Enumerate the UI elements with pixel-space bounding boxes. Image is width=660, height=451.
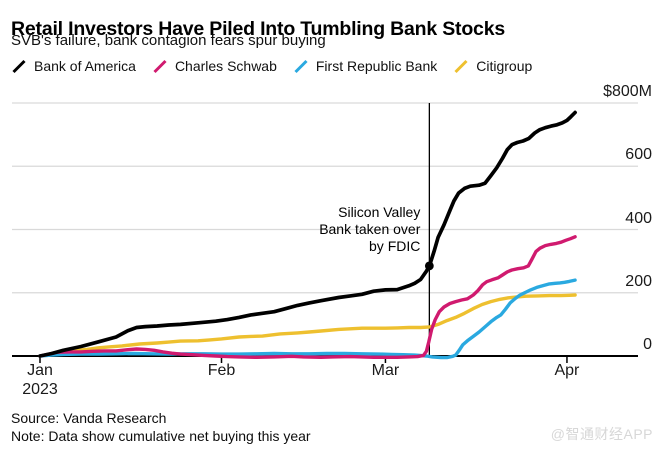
legend-item-bank-of-america: Bank of America <box>12 58 136 74</box>
legend-item-citigroup: Citigroup <box>454 58 532 74</box>
line-swatch-icon <box>454 59 468 73</box>
x-axis-year-label: 2023 <box>22 381 58 398</box>
chart-title: Retail Investors Have Piled Into Tumblin… <box>11 18 505 41</box>
x-axis-label: Feb <box>207 362 236 379</box>
y-axis-label: 200 <box>625 272 652 290</box>
source-text: Source: Vanda Research <box>11 410 167 426</box>
legend: Bank of America Charles Schwab First Rep… <box>12 58 532 74</box>
series-line-bank-of-america <box>38 110 577 358</box>
y-axis-label: 400 <box>625 209 652 227</box>
legend-label: Bank of America <box>34 58 136 74</box>
x-axis-label: Mar <box>371 362 400 379</box>
y-axis-label: 600 <box>625 146 652 164</box>
watermark: @智通财经APP <box>550 426 653 442</box>
x-axis-label: Apr <box>554 362 580 379</box>
legend-label: Charles Schwab <box>174 58 277 74</box>
legend-label: First Republic Bank <box>315 58 438 74</box>
chart-subtitle: SVB's failure, bank contagion fears spur… <box>11 32 326 49</box>
line-swatch-icon <box>153 59 167 73</box>
series-line-citigroup <box>38 293 577 358</box>
line-swatch-icon <box>294 59 308 73</box>
note-text: Note: Data show cumulative net buying th… <box>11 428 311 444</box>
y-axis-label: $800M <box>603 83 652 100</box>
legend-item-charles-schwab: Charles Schwab <box>153 58 277 74</box>
line-swatch-icon <box>12 59 26 73</box>
legend-item-first-republic-bank: First Republic Bank <box>294 58 437 74</box>
annotation-line: Silicon Valley <box>338 204 421 220</box>
x-axis-label: Jan <box>27 362 53 379</box>
event-marker-dot <box>424 261 434 271</box>
event-annotation: Silicon Valley Bank taken over by FDIC <box>319 204 420 255</box>
annotation-line: by FDIC <box>369 238 421 254</box>
series-line-charles-schwab <box>38 235 577 359</box>
y-axis-label: 0 <box>643 336 652 353</box>
annotation-line: Bank taken over <box>319 221 421 237</box>
legend-label: Citigroup <box>476 58 533 74</box>
